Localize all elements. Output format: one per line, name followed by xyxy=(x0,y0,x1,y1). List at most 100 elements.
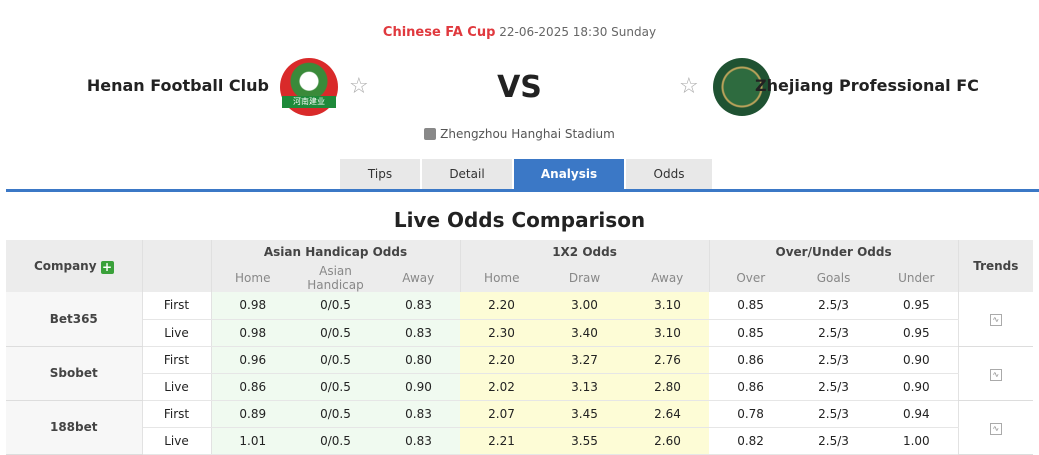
odds-cell: 1.00 xyxy=(875,427,959,455)
subheader: Under xyxy=(875,264,959,292)
odds-cell: 2.80 xyxy=(626,373,710,401)
company-header-label: Company xyxy=(33,258,97,273)
odds-cell: 1.01 xyxy=(211,427,294,455)
type-header xyxy=(141,240,211,292)
odds-cell: 3.27 xyxy=(543,346,627,374)
competition-link[interactable]: Chinese FA Cup xyxy=(382,25,496,40)
subheader: Away xyxy=(377,264,461,292)
home-team-logo[interactable]: 河南建业 xyxy=(280,58,338,116)
odds-cell: 0.86 xyxy=(211,373,294,401)
trends-cell[interactable]: ∿ xyxy=(957,346,1034,401)
odds-type: First xyxy=(142,346,212,374)
odds-cell: 2.5/3 xyxy=(792,373,876,401)
odds-cell: 2.5/3 xyxy=(792,400,876,428)
subheader: Away xyxy=(626,264,710,292)
tab-detail[interactable]: Detail xyxy=(422,159,512,189)
odds-cell: 2.60 xyxy=(626,427,710,455)
table-row: Sbobet First 0.96 0/0.5 0.80 2.20 3.27 2.76 0.86… xyxy=(6,346,1034,401)
odds-table: Company + Asian Handicap Odds 1X2 Odds Ov… xyxy=(6,240,1034,455)
subheader: Asian Handicap xyxy=(294,264,377,292)
trends-cell[interactable]: ∿ xyxy=(957,292,1034,347)
odds-cell: 3.45 xyxy=(543,400,627,428)
subheader: Home xyxy=(210,264,294,292)
odds-cell: 3.40 xyxy=(543,319,627,347)
odds-cell: 2.21 xyxy=(460,427,544,455)
trend-chart-icon[interactable]: ∿ xyxy=(989,314,1002,327)
odds-cell: 0.96 xyxy=(211,346,294,374)
odds-cell: 3.00 xyxy=(543,292,627,320)
away-team-logo[interactable] xyxy=(713,58,771,116)
tab-underline xyxy=(6,189,1039,192)
odds-cell: 2.07 xyxy=(460,400,544,428)
trend-chart-icon[interactable]: ∿ xyxy=(989,422,1002,435)
tab-analysis[interactable]: Analysis xyxy=(514,159,624,189)
odds-cell: 2.02 xyxy=(460,373,544,401)
match-meta: Chinese FA Cup 22-06-2025 18:30 Sunday xyxy=(0,25,1039,40)
table-row: Live 1.01 0/0.5 0.83 2.21 3.55 2.60 0.82 2.5/3 1.… xyxy=(6,427,1033,455)
odds-cell: 2.5/3 xyxy=(792,427,876,455)
x12-header: 1X2 Odds xyxy=(459,240,710,264)
match-datetime: 22-06-2025 18:30 Sunday xyxy=(499,25,657,39)
company-name[interactable]: Bet365 xyxy=(6,292,143,347)
odds-cell: 0.90 xyxy=(377,373,461,401)
vs-label: VS xyxy=(497,70,542,105)
odds-cell: 0.89 xyxy=(211,400,294,428)
venue: Zhengzhou Hanghai Stadium xyxy=(0,127,1039,141)
table-row: Live 0.86 0/0.5 0.90 2.02 3.13 2.80 0.86 2.5/3 0.… xyxy=(6,373,1033,401)
venue-name: Zhengzhou Hanghai Stadium xyxy=(440,127,615,141)
odds-type: Live xyxy=(142,427,212,455)
odds-type: First xyxy=(142,400,212,428)
odds-cell: 0.78 xyxy=(709,400,793,428)
odds-cell: 3.55 xyxy=(543,427,627,455)
odds-cell: 0.95 xyxy=(875,292,959,320)
odds-cell: 0.86 xyxy=(709,346,793,374)
odds-type: Live xyxy=(142,373,212,401)
favorite-home-star-icon[interactable]: ☆ xyxy=(349,74,369,99)
table-row: Live 0.98 0/0.5 0.83 2.30 3.40 3.10 0.85 2.5/3 0.… xyxy=(6,319,1033,347)
odds-cell: 0.90 xyxy=(875,373,959,401)
odds-cell: 0.80 xyxy=(377,346,461,374)
odds-cell: 3.10 xyxy=(626,319,710,347)
odds-cell: 2.5/3 xyxy=(792,319,876,347)
odds-cell: 2.64 xyxy=(626,400,710,428)
odds-cell: 0.98 xyxy=(211,292,294,320)
company-name[interactable]: Sbobet xyxy=(6,346,143,401)
odds-cell: 2.20 xyxy=(460,292,544,320)
odds-cell: 0.85 xyxy=(709,292,793,320)
odds-cell: 3.13 xyxy=(543,373,627,401)
home-team-name[interactable]: Henan Football Club xyxy=(86,76,269,95)
subheader: Goals xyxy=(792,264,876,292)
odds-cell: 0/0.5 xyxy=(294,427,377,455)
odds-cell: 2.30 xyxy=(460,319,544,347)
subheader: Draw xyxy=(543,264,627,292)
table-row: Bet365 First 0.98 0/0.5 0.83 2.20 3.00 3.10 0.85… xyxy=(6,292,1034,347)
trends-header: Trends xyxy=(957,240,1034,292)
tab-tips[interactable]: Tips xyxy=(340,159,420,189)
odds-cell: 2.76 xyxy=(626,346,710,374)
odds-cell: 0.83 xyxy=(377,292,461,320)
odds-cell: 0.83 xyxy=(377,427,461,455)
odds-cell: 2.5/3 xyxy=(792,346,876,374)
trend-chart-icon[interactable]: ∿ xyxy=(989,368,1002,381)
favorite-away-star-icon[interactable]: ☆ xyxy=(679,74,699,99)
subheader: Over xyxy=(708,264,793,292)
ou-header: Over/Under Odds xyxy=(708,240,959,264)
odds-cell: 0/0.5 xyxy=(294,373,377,401)
company-header: Company + xyxy=(6,240,142,292)
section-title: Live Odds Comparison xyxy=(393,208,646,232)
odds-cell: 0.95 xyxy=(875,319,959,347)
odds-cell: 0/0.5 xyxy=(294,346,377,374)
company-name[interactable]: 188bet xyxy=(6,400,143,455)
tab-odds[interactable]: Odds xyxy=(626,159,712,189)
odds-cell: 0.94 xyxy=(875,400,959,428)
odds-cell: 0.98 xyxy=(211,319,294,347)
odds-type: Live xyxy=(142,319,212,347)
stadium-icon xyxy=(424,128,437,140)
odds-cell: 2.20 xyxy=(460,346,544,374)
odds-cell: 0.83 xyxy=(377,400,461,428)
add-company-plus-icon[interactable]: + xyxy=(100,259,114,274)
table-row: 188bet First 0.89 0/0.5 0.83 2.07 3.45 2.64 0.78… xyxy=(6,400,1034,455)
away-team-name[interactable]: Zhejiang Professional FC xyxy=(755,76,979,95)
trends-cell[interactable]: ∿ xyxy=(957,400,1034,455)
odds-cell: 0/0.5 xyxy=(294,292,377,320)
